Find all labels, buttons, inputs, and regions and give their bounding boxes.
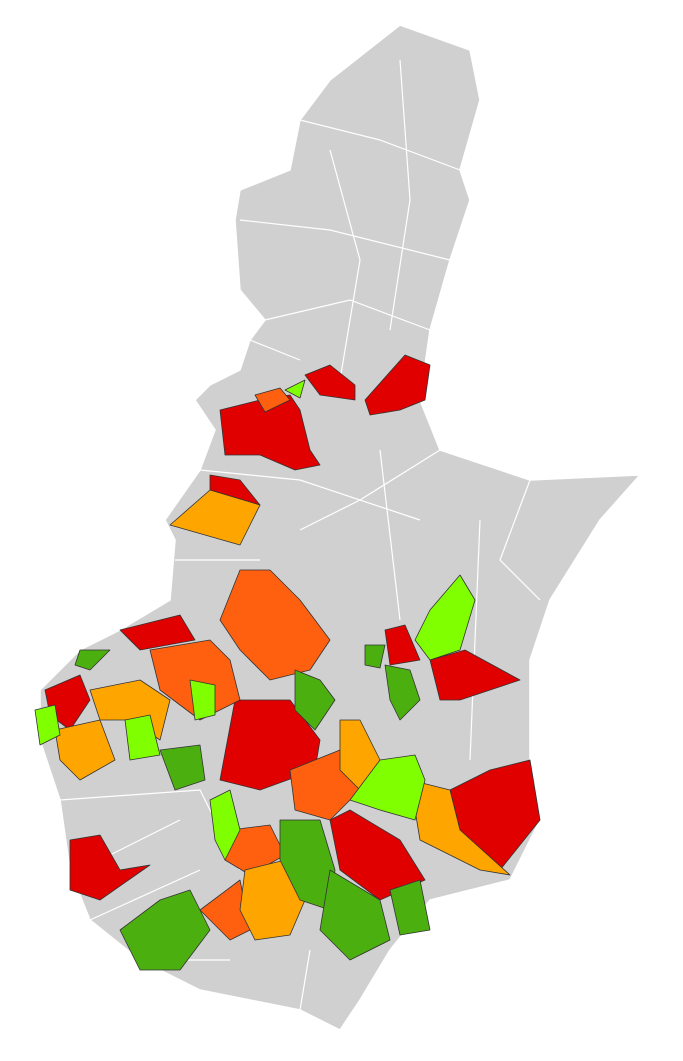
municipality [119, 889, 211, 971]
municipality [414, 574, 476, 661]
municipality [219, 569, 331, 681]
municipality [384, 624, 421, 666]
municipality [364, 644, 386, 669]
municipality [159, 744, 206, 791]
municipality [254, 387, 291, 413]
municipality [284, 379, 306, 399]
municipality [329, 809, 426, 901]
municipality [384, 664, 421, 721]
municipality [124, 714, 161, 761]
municipality [74, 649, 111, 671]
municipality [389, 879, 431, 936]
municipality [294, 669, 336, 731]
municipality [209, 789, 241, 861]
municipality [409, 779, 511, 876]
municipality [189, 679, 216, 721]
municipality [349, 754, 426, 821]
municipality [54, 719, 116, 781]
municipality [304, 364, 356, 401]
municipality [119, 614, 196, 651]
municipality [69, 834, 151, 901]
municipality [149, 639, 241, 721]
municipality [429, 649, 521, 701]
municipality [169, 489, 261, 546]
municipality [34, 704, 61, 746]
municipality [319, 869, 391, 961]
municipality [364, 354, 431, 416]
